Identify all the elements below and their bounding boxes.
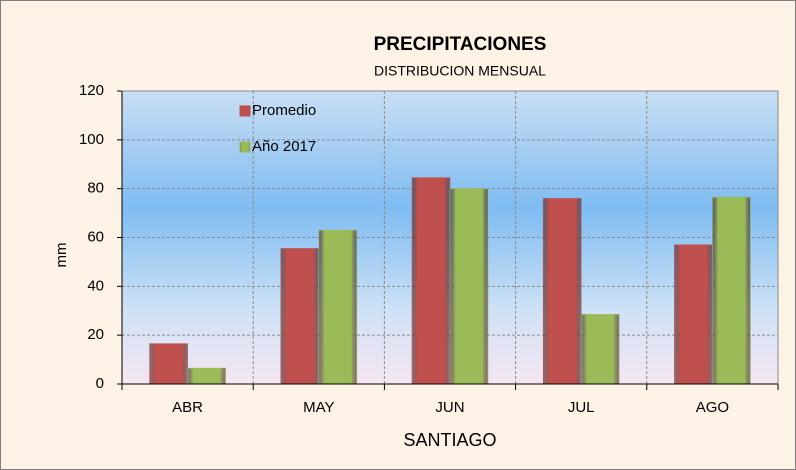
bar xyxy=(712,196,751,385)
x-tick-label: JUL xyxy=(568,399,595,416)
legend-label: Promedio xyxy=(252,102,316,119)
chart-subtitle: DISTRIBUCION MENSUAL xyxy=(374,63,546,79)
y-tick-label: 60 xyxy=(87,228,104,245)
y-axis-label: mm xyxy=(53,243,70,268)
bar xyxy=(674,244,713,385)
y-tick-label: 40 xyxy=(87,277,104,294)
y-tick-label: 80 xyxy=(87,180,104,197)
bar xyxy=(580,314,620,385)
chart-title: PRECIPITACIONES xyxy=(374,34,547,55)
y-tick-label: 0 xyxy=(96,375,104,392)
bar xyxy=(542,198,582,385)
bar xyxy=(187,367,226,385)
x-tick-label: ABR xyxy=(172,399,203,416)
x-tick-label: MAY xyxy=(303,399,334,416)
x-axis-label: SANTIAGO xyxy=(403,430,496,450)
x-tick-label: JUN xyxy=(435,399,464,416)
bar xyxy=(149,343,188,385)
y-tick-label: 100 xyxy=(79,131,104,148)
bar xyxy=(280,248,320,385)
bar xyxy=(318,229,358,385)
y-tick-label: 20 xyxy=(87,326,104,343)
legend-label: Año 2017 xyxy=(252,138,316,155)
x-tick-label: AGO xyxy=(696,399,729,416)
bar xyxy=(411,177,451,385)
y-tick-label: 120 xyxy=(79,82,104,99)
legend-swatch xyxy=(239,141,251,153)
legend-swatch xyxy=(239,105,251,117)
bar xyxy=(449,188,489,385)
